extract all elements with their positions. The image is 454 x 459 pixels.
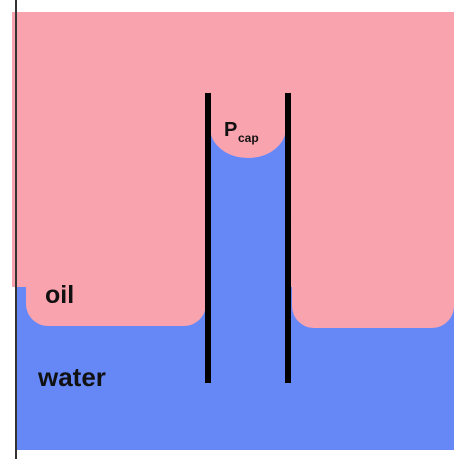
pressure-subscript: cap	[238, 131, 259, 145]
water-label: water	[37, 362, 106, 392]
oil-left-meniscus	[26, 200, 206, 326]
pressure-label: P	[224, 119, 237, 141]
oil-label: oil	[45, 281, 74, 309]
tube-oil	[210, 93, 286, 129]
oil-right-meniscus	[292, 200, 454, 328]
tube-water	[210, 130, 286, 450]
